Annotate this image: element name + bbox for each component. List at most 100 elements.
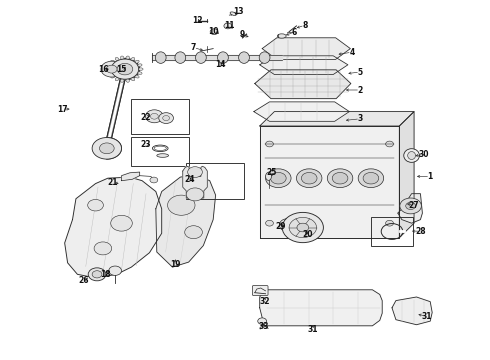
Text: 28: 28: [415, 227, 426, 236]
Ellipse shape: [115, 58, 119, 61]
Circle shape: [109, 266, 122, 275]
Text: 30: 30: [418, 150, 429, 159]
Circle shape: [210, 29, 218, 35]
Ellipse shape: [155, 52, 166, 63]
Circle shape: [163, 116, 170, 121]
Circle shape: [266, 141, 273, 147]
Circle shape: [146, 110, 163, 123]
Polygon shape: [183, 166, 207, 198]
Ellipse shape: [266, 172, 271, 180]
Circle shape: [289, 217, 317, 238]
Circle shape: [297, 223, 309, 232]
Ellipse shape: [218, 52, 228, 63]
Ellipse shape: [131, 77, 135, 81]
Text: 12: 12: [192, 17, 202, 26]
Bar: [186, 163, 244, 199]
Circle shape: [358, 169, 384, 188]
Text: 31: 31: [307, 325, 318, 334]
Ellipse shape: [196, 52, 206, 63]
Ellipse shape: [138, 68, 143, 71]
Text: 22: 22: [141, 112, 151, 122]
Text: 27: 27: [409, 201, 419, 210]
Ellipse shape: [137, 64, 142, 67]
Circle shape: [150, 113, 158, 119]
Circle shape: [159, 113, 173, 123]
Ellipse shape: [277, 34, 286, 38]
Text: 6: 6: [292, 28, 296, 37]
Circle shape: [406, 202, 416, 210]
Ellipse shape: [135, 60, 139, 63]
Circle shape: [400, 198, 421, 214]
Polygon shape: [392, 297, 432, 325]
Ellipse shape: [408, 152, 416, 159]
Polygon shape: [260, 290, 382, 326]
Ellipse shape: [404, 149, 419, 162]
Text: 7: 7: [191, 43, 196, 52]
Text: 24: 24: [185, 175, 196, 184]
Ellipse shape: [107, 68, 112, 71]
Bar: [131, 137, 189, 166]
Polygon shape: [254, 102, 349, 121]
Text: 2: 2: [358, 86, 363, 95]
Circle shape: [386, 220, 393, 226]
Text: 11: 11: [224, 21, 235, 30]
Circle shape: [363, 172, 379, 184]
Polygon shape: [260, 112, 414, 126]
Text: 4: 4: [349, 48, 354, 57]
Polygon shape: [255, 70, 351, 99]
Text: 16: 16: [98, 65, 109, 74]
Circle shape: [266, 169, 291, 188]
Ellipse shape: [135, 75, 139, 78]
Text: 5: 5: [358, 68, 363, 77]
Circle shape: [94, 242, 112, 255]
Text: 33: 33: [258, 323, 269, 331]
Circle shape: [99, 143, 114, 154]
FancyBboxPatch shape: [252, 285, 268, 296]
Circle shape: [106, 65, 117, 73]
Ellipse shape: [108, 64, 113, 67]
Text: 17: 17: [57, 105, 68, 114]
Ellipse shape: [157, 154, 169, 157]
Circle shape: [188, 167, 202, 177]
Circle shape: [301, 172, 317, 184]
Bar: [131, 99, 189, 134]
Text: 25: 25: [267, 168, 277, 177]
Ellipse shape: [175, 52, 186, 63]
Circle shape: [150, 177, 158, 183]
Text: 13: 13: [233, 7, 244, 16]
Polygon shape: [260, 56, 348, 75]
Circle shape: [279, 219, 297, 231]
Circle shape: [88, 199, 103, 211]
Text: 1: 1: [428, 172, 433, 181]
Text: 8: 8: [302, 21, 307, 30]
Ellipse shape: [121, 79, 124, 82]
Text: 31: 31: [421, 312, 432, 321]
Circle shape: [185, 226, 202, 239]
Polygon shape: [156, 175, 216, 267]
Ellipse shape: [108, 72, 113, 75]
Circle shape: [332, 172, 348, 184]
Circle shape: [282, 212, 323, 243]
Ellipse shape: [230, 12, 236, 15]
Polygon shape: [122, 172, 140, 181]
Text: 15: 15: [116, 65, 127, 74]
Ellipse shape: [111, 75, 115, 78]
Text: 9: 9: [240, 31, 245, 40]
Circle shape: [117, 63, 133, 75]
Ellipse shape: [121, 56, 124, 59]
Text: 26: 26: [78, 276, 89, 284]
Ellipse shape: [111, 60, 115, 63]
Ellipse shape: [131, 58, 135, 61]
Ellipse shape: [239, 52, 249, 63]
Circle shape: [168, 195, 195, 215]
Circle shape: [296, 169, 322, 188]
Bar: [371, 217, 413, 246]
Text: 19: 19: [170, 260, 181, 269]
Circle shape: [386, 141, 393, 147]
Circle shape: [111, 215, 132, 231]
Polygon shape: [398, 194, 422, 223]
Circle shape: [224, 23, 232, 29]
Text: 3: 3: [358, 114, 363, 123]
Circle shape: [88, 268, 106, 281]
Circle shape: [101, 61, 122, 77]
